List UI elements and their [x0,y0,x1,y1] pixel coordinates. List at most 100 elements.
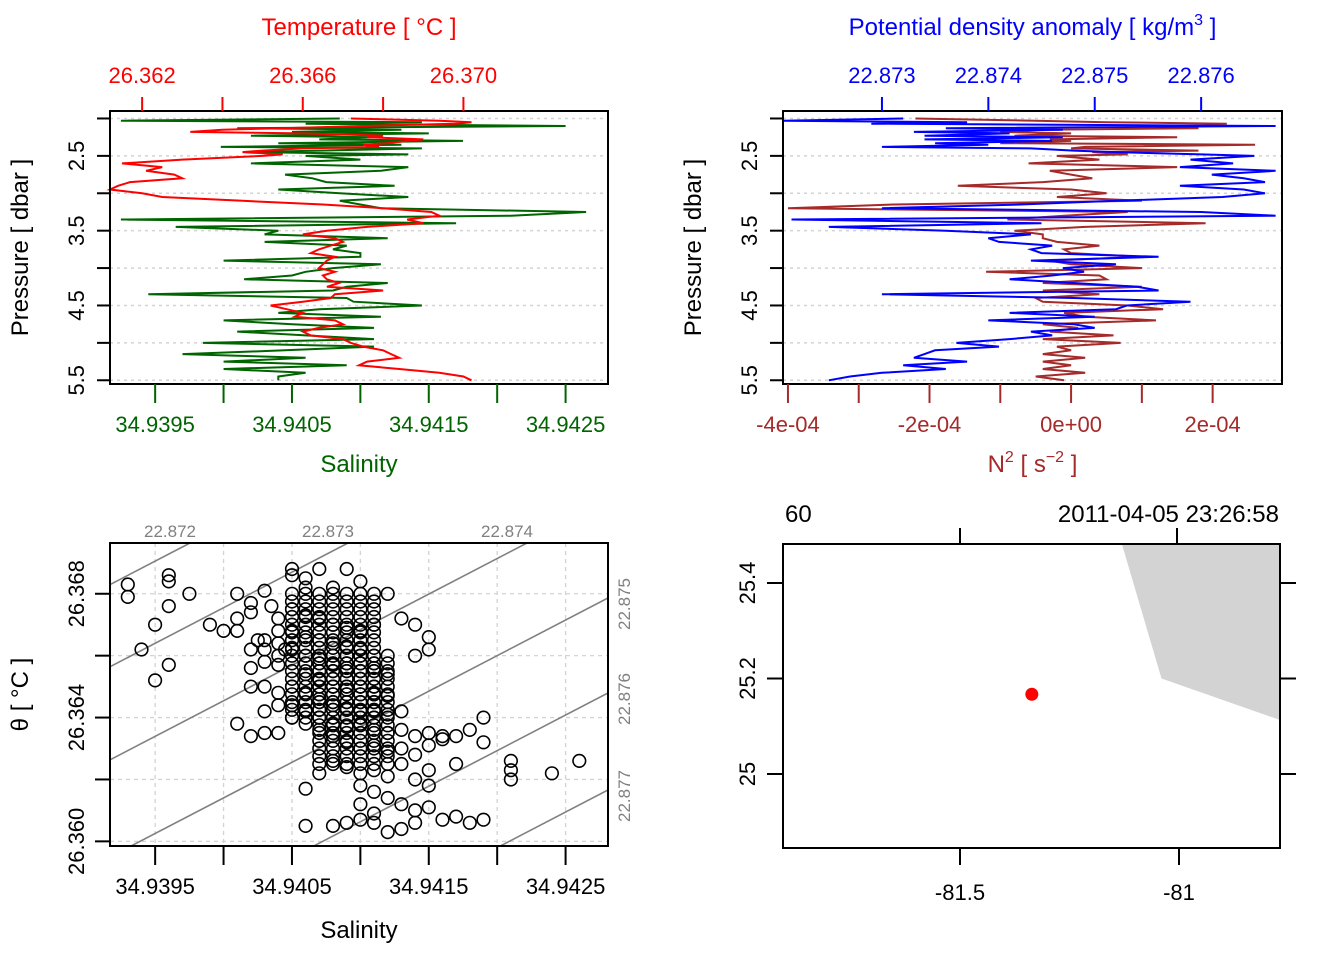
ts-point [353,694,368,710]
ts-point [243,595,258,611]
ts-point [339,586,354,601]
ts-point [366,702,382,717]
ts-point [421,778,436,793]
temperature-axis: 26.362 26.366 26.370 [108,63,497,111]
isopycnal-label: 22.872 [144,522,196,541]
ts-point [325,679,341,694]
ts-point [257,633,272,648]
ts-point [366,594,382,609]
ts-point [325,648,341,663]
ts-point [325,671,341,687]
salinity-trace [120,117,587,381]
ts-point [339,656,354,671]
ts-point [325,741,341,756]
salinity-profile-line [120,117,587,381]
ts-point [394,741,409,756]
ts-point [312,679,327,694]
bottom-axis-tick-label: 34.9415 [389,412,469,437]
ts-point [325,656,341,671]
ts-point [380,679,395,694]
latitude-tick-label: 25 [735,762,760,786]
temperature-profile-line [106,117,472,382]
ts-point [462,722,477,738]
ts-point [366,625,382,640]
ts-point [366,694,382,710]
ts-point [312,648,327,663]
ts-point [353,679,368,694]
ts-point [298,663,313,679]
ts-point [271,685,286,700]
ts-point [284,671,300,687]
ts-point [298,716,313,731]
isopycnal-label: 22.874 [481,522,533,541]
ts-point [353,609,368,625]
pressure-tick-label: 2.5 [64,141,89,172]
pressure-tick-label: 2.5 [737,141,762,172]
ts-point [353,756,368,772]
station-marker [1025,687,1039,701]
ts-point [284,694,300,710]
ts-point [312,594,327,609]
ts-point [325,818,341,834]
ts-point [339,725,354,741]
ts-point [353,710,368,725]
ts-point [408,617,423,632]
ts-point [312,633,327,648]
salinity-axis-title: Salinity [320,917,397,944]
ts-point [353,778,368,793]
ts-point [408,772,423,787]
ts-point [312,694,327,710]
ts-point [284,702,300,717]
ts-point [380,586,395,601]
ts-point [353,617,368,632]
ts-point [503,763,519,778]
ts-point [312,749,327,764]
ts-point [298,633,313,648]
ts-point [325,625,341,640]
ts-point [298,781,313,796]
ts-point [421,800,436,815]
ts-point [380,725,395,741]
ts-point [325,710,341,725]
ts-point [366,733,382,748]
ts-point [298,617,313,632]
pressure-tick-label: 4.5 [64,290,89,321]
ts-point [298,580,313,595]
ts-point [366,640,382,656]
ts-point [148,617,163,632]
longitude-tick-label: -81.5 [935,880,985,905]
ts-point [366,710,382,725]
bottom-axis-tick-label: 2e-04 [1184,412,1240,437]
ts-point [572,753,587,769]
ts-point [312,741,327,756]
plot-frame [109,110,609,385]
ts-point [284,617,300,632]
ts-point [271,648,286,663]
ts-point [325,725,341,741]
ts-point [161,574,176,589]
ts-point [230,716,245,731]
ts-point [339,710,354,725]
salinity-axis: 34.9395 34.9405 34.9415 34.9425 [115,384,605,437]
n2-trace [787,117,1256,382]
ts-point [284,561,300,577]
ts-point [366,749,382,764]
ts-point [230,586,245,601]
ts-point [325,633,341,648]
panel-ts-diagram: 34.9395 34.9405 34.9415 34.9425 26.36026.36… [7,522,634,944]
salinity-axis-title: Salinity [320,451,397,478]
bottom-axis-tick-label: 34.9405 [252,412,332,437]
n2-title-superscript: 2 [1005,449,1014,466]
ts-point [298,818,313,834]
ts-point [380,769,395,784]
latitude-axis: 25 25.2 25.4 [735,562,1296,786]
ts-point [339,625,354,640]
ts-point [435,812,450,827]
ts-point [325,702,341,717]
ts-point [264,598,279,614]
ts-point [243,728,258,744]
ts-point [380,790,395,806]
ts-point [366,656,382,671]
density-axis: 22.873 22.874 22.875 22.876 [848,63,1235,111]
